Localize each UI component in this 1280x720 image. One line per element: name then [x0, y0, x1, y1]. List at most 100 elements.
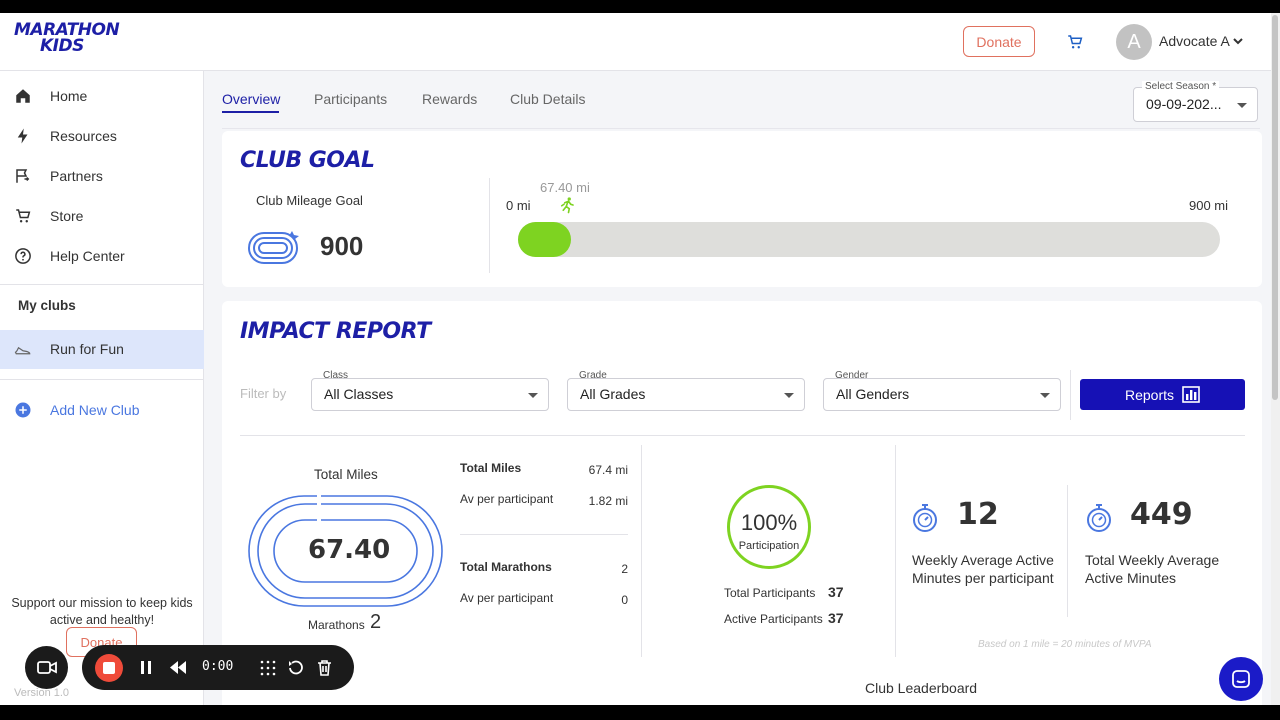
season-select[interactable]: Select Season * 09-09-202...: [1133, 81, 1258, 122]
cart-icon[interactable]: [1066, 33, 1084, 51]
mileage-progress-bar: [518, 222, 1220, 257]
class-select[interactable]: Class All Classes: [311, 370, 549, 411]
page-scrollbar[interactable]: [1271, 13, 1280, 705]
stats-divider: [895, 445, 896, 657]
grid-dots-icon[interactable]: [260, 660, 276, 676]
total-weekly-average-value: 449: [1130, 497, 1193, 532]
bolt-icon: [17, 128, 28, 144]
sidebar-item-label: Resources: [50, 128, 117, 144]
grade-select-label: Grade: [579, 370, 607, 381]
club-goal-title: CLUB GOAL: [240, 148, 375, 173]
caret-down-icon: [1040, 393, 1050, 398]
recorder-toolbar: 0:00: [82, 645, 354, 690]
pause-icon[interactable]: [139, 660, 153, 675]
sidebar-item-resources[interactable]: Resources: [0, 116, 204, 156]
sidebar-item-label: Store: [50, 208, 84, 224]
donate-button[interactable]: Donate: [963, 26, 1035, 57]
progress-min-label: 0 mi: [506, 198, 531, 213]
caret-down-icon: [528, 393, 538, 398]
weekly-average-label: Weekly Average Active Minutes per partic…: [912, 552, 1054, 586]
sidebar-item-label: Partners: [50, 168, 103, 184]
mvpa-note: Based on 1 mile = 20 minutes of MVPA: [978, 639, 1152, 650]
tab-rewards[interactable]: Rewards: [422, 91, 478, 107]
support-text: Support our mission to keep kids active …: [11, 596, 193, 627]
cart-icon: [16, 209, 31, 223]
impact-report-title: IMPACT REPORT: [240, 319, 431, 344]
add-new-club-button[interactable]: Add New Club: [0, 390, 204, 430]
help-icon: [15, 248, 31, 264]
active-tab-indicator: [222, 111, 279, 113]
impact-divider: [240, 435, 1245, 436]
table-total-marathons-value: 2: [621, 562, 628, 576]
active-participants-value: 37: [828, 610, 844, 626]
filter-divider: [1070, 370, 1071, 420]
table-avg-marathons-value: 0: [621, 593, 628, 607]
season-label: Select Season *: [1142, 81, 1220, 92]
rewind-icon[interactable]: [169, 660, 187, 675]
sidebar-item-label: Help Center: [50, 248, 125, 264]
weekly-average-value: 12: [957, 497, 999, 532]
gender-select[interactable]: Gender All Genders: [823, 370, 1061, 411]
stop-recording-button[interactable]: [95, 654, 123, 682]
version-label: Version 1.0: [14, 687, 70, 699]
track-illustration: [248, 495, 443, 607]
table-total-miles-label: Total Miles: [460, 461, 522, 475]
grade-select-value: All Grades: [580, 386, 646, 402]
app-frame: MARATHON KIDS Donate A Advocate A Home R…: [0, 13, 1280, 705]
chevron-down-icon[interactable]: [1232, 35, 1244, 47]
runner-icon: [560, 197, 574, 214]
table-avg-miles-label: Av per participant: [460, 492, 554, 506]
table-total-marathons-label: Total Marathons: [460, 560, 552, 574]
camera-icon: [37, 661, 57, 674]
bar-chart-icon: [1182, 386, 1200, 403]
table-divider: [460, 534, 628, 535]
progress-max-label: 900 mi: [1189, 198, 1229, 213]
tab-participants[interactable]: Participants: [314, 91, 388, 107]
avatar[interactable]: A: [1116, 24, 1152, 60]
stopwatch-icon: [913, 504, 937, 532]
total-miles-value: 67.40: [308, 535, 391, 565]
chat-icon: [1232, 670, 1250, 688]
class-select-label: Class: [323, 370, 349, 381]
club-goal-card: [222, 131, 1262, 287]
tab-overview[interactable]: Overview: [222, 91, 281, 107]
total-participants-value: 37: [828, 584, 844, 600]
class-select-value: All Classes: [324, 386, 394, 402]
track-icon: [248, 231, 299, 264]
total-weekly-average-label: Total Weekly Average Active Minutes: [1085, 552, 1220, 586]
sidebar-item-help-center[interactable]: Help Center: [0, 236, 204, 276]
sidebar-item-club[interactable]: Run for Fun: [0, 330, 204, 369]
camera-toggle-button[interactable]: [25, 646, 68, 689]
scroll-thumb[interactable]: [1272, 15, 1278, 400]
total-miles-heading: Total Miles: [314, 467, 378, 482]
club-mileage-goal-label: Club Mileage Goal: [256, 193, 363, 208]
trash-icon[interactable]: [317, 659, 332, 676]
goal-divider: [489, 178, 490, 273]
restart-icon[interactable]: [288, 659, 304, 676]
marathon-kids-logo[interactable]: MARATHON KIDS: [14, 22, 120, 55]
caret-down-icon: [1237, 103, 1247, 108]
chat-button[interactable]: [1219, 657, 1263, 701]
table-avg-miles-value: 1.82 mi: [588, 494, 628, 508]
club-mileage-goal-value: 900: [320, 231, 364, 261]
table-total-miles-value: 67.4 mi: [588, 463, 628, 477]
my-clubs-heading: My clubs: [18, 298, 76, 313]
grade-select[interactable]: Grade All Grades: [567, 370, 805, 411]
user-name[interactable]: Advocate A: [1159, 33, 1230, 49]
reports-button[interactable]: Reports: [1080, 379, 1245, 410]
participation-label: Participation: [738, 540, 800, 552]
reports-label: Reports: [1124, 386, 1175, 403]
sidebar-item-store[interactable]: Store: [0, 196, 204, 236]
table-avg-marathons-label: Av per participant: [460, 591, 554, 605]
tab-club-details[interactable]: Club Details: [510, 91, 586, 107]
shoe-icon: [14, 346, 31, 355]
sidebar: Home Resources Partners Store Help Cente…: [0, 71, 204, 705]
marathons-value: 2: [370, 611, 382, 633]
sidebar-item-partners[interactable]: Partners: [0, 156, 204, 196]
sidebar-item-home[interactable]: Home: [0, 76, 204, 116]
progress-current-label: 67.40 mi: [540, 180, 590, 195]
club-name: Run for Fun: [50, 341, 124, 357]
add-new-club-label: Add New Club: [50, 402, 140, 418]
stopwatch-icon: [1087, 504, 1111, 532]
total-participants-label: Total Participants: [724, 586, 816, 600]
